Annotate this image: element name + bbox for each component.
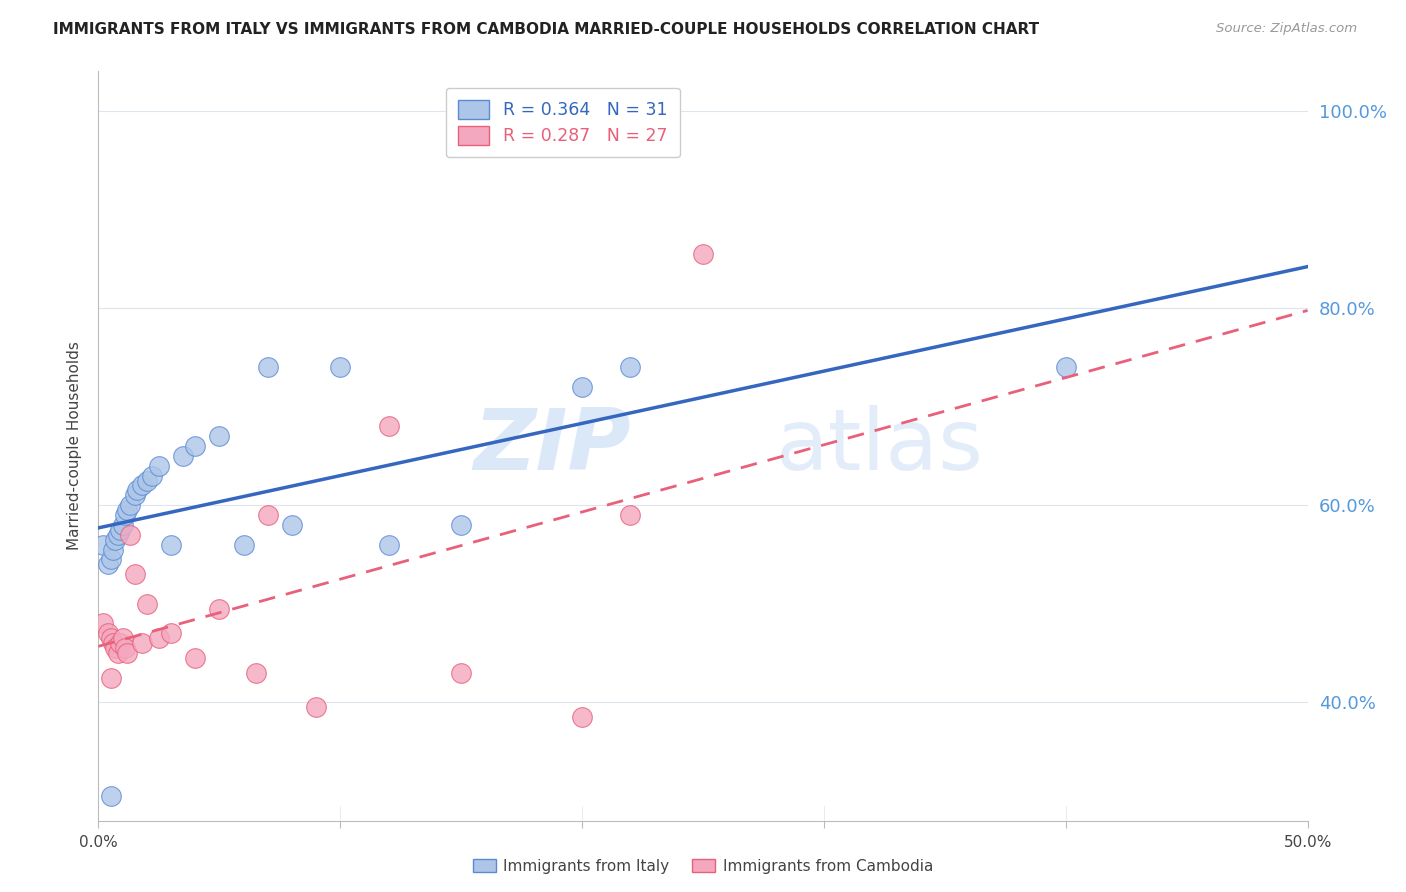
Point: [131, 478, 153, 492]
Point: [91, 616, 114, 631]
Point: [135, 597, 157, 611]
Point: [148, 458, 170, 473]
Point: [114, 508, 136, 522]
Text: Source: ZipAtlas.com: Source: ZipAtlas.com: [1216, 22, 1357, 36]
Point: [111, 517, 134, 532]
Legend: Immigrants from Italy, Immigrants from Cambodia: Immigrants from Italy, Immigrants from C…: [467, 853, 939, 880]
Point: [108, 636, 131, 650]
Point: [281, 517, 304, 532]
Point: [256, 508, 278, 522]
Point: [107, 527, 129, 541]
Point: [692, 246, 714, 260]
Point: [100, 552, 122, 566]
Point: [107, 646, 129, 660]
Point: [131, 636, 153, 650]
Point: [108, 523, 131, 537]
Point: [118, 498, 141, 512]
Point: [1054, 360, 1077, 375]
Point: [305, 700, 328, 714]
Point: [160, 538, 183, 552]
Point: [450, 665, 472, 680]
Point: [450, 517, 472, 532]
Y-axis label: Married-couple Households: Married-couple Households: [66, 342, 82, 550]
Text: ZIP: ZIP: [472, 404, 630, 488]
Point: [127, 483, 149, 498]
Point: [111, 632, 134, 646]
Point: [571, 710, 593, 724]
Point: [160, 626, 183, 640]
Point: [97, 558, 120, 572]
Point: [377, 419, 399, 434]
Point: [97, 626, 120, 640]
Point: [232, 538, 254, 552]
Point: [619, 508, 641, 522]
Point: [135, 474, 157, 488]
Point: [245, 665, 267, 680]
Point: [117, 503, 139, 517]
Point: [104, 641, 127, 656]
Point: [114, 641, 136, 656]
Point: [117, 646, 139, 660]
Point: [172, 449, 194, 463]
Point: [329, 360, 352, 375]
Point: [124, 488, 146, 502]
Point: [208, 429, 231, 443]
Point: [91, 538, 114, 552]
Point: [256, 360, 278, 375]
Text: IMMIGRANTS FROM ITALY VS IMMIGRANTS FROM CAMBODIA MARRIED-COUPLE HOUSEHOLDS CORR: IMMIGRANTS FROM ITALY VS IMMIGRANTS FROM…: [53, 22, 1039, 37]
Point: [100, 632, 122, 646]
Point: [101, 636, 124, 650]
Point: [184, 439, 207, 453]
Point: [148, 632, 170, 646]
Point: [100, 671, 122, 685]
Point: [104, 533, 127, 547]
Point: [141, 468, 163, 483]
Point: [101, 542, 124, 557]
Point: [118, 527, 141, 541]
Point: [571, 380, 593, 394]
Point: [208, 601, 231, 615]
Point: [124, 567, 146, 582]
Point: [377, 538, 399, 552]
Legend: R = 0.364   N = 31, R = 0.287   N = 27: R = 0.364 N = 31, R = 0.287 N = 27: [446, 87, 679, 157]
Text: atlas: atlas: [776, 404, 984, 488]
Point: [619, 360, 641, 375]
Point: [100, 789, 122, 803]
Point: [184, 651, 207, 665]
